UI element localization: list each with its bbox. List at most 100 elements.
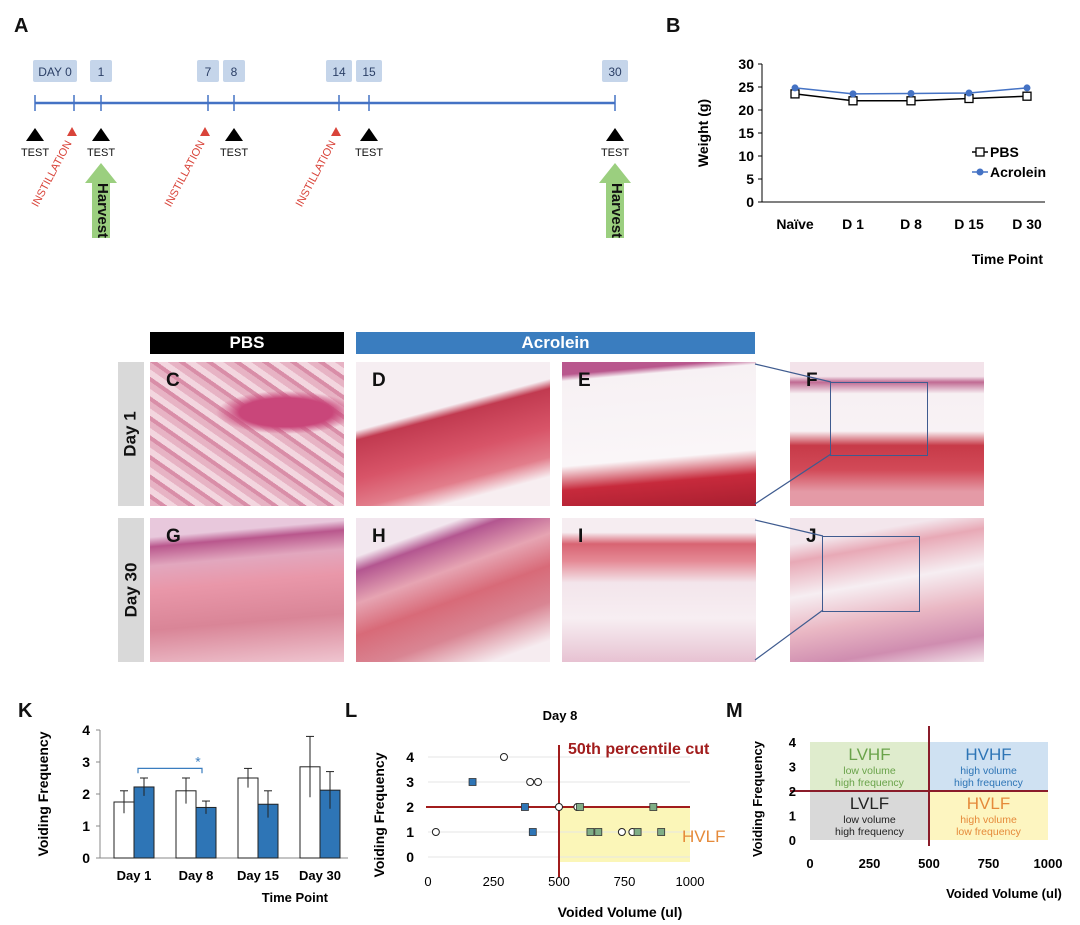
significance-bracket bbox=[137, 767, 203, 774]
region-label: HVLF bbox=[682, 827, 725, 846]
data-point bbox=[555, 803, 563, 811]
y-tick-label: 4 bbox=[82, 722, 90, 738]
micrograph-d: D bbox=[356, 362, 550, 506]
data-point bbox=[633, 828, 642, 836]
y-tick-label: 3 bbox=[406, 774, 414, 790]
micrograph-c-label: C bbox=[166, 370, 180, 391]
micrograph-h: H bbox=[356, 518, 550, 662]
quadrant-box bbox=[810, 742, 929, 791]
panel-label-m: M bbox=[726, 700, 743, 722]
data-point bbox=[468, 778, 477, 786]
micrograph-h-label: H bbox=[372, 526, 386, 547]
x-tick-label: 0 bbox=[424, 874, 431, 889]
quadrant-code: HVLF bbox=[967, 794, 1010, 813]
micrograph-e: E bbox=[562, 362, 756, 506]
data-point bbox=[617, 828, 626, 836]
data-point bbox=[594, 828, 603, 836]
data-point bbox=[1022, 91, 1032, 101]
y-tick-label: 5 bbox=[746, 171, 754, 187]
panel-label-k: K bbox=[18, 700, 33, 722]
zoom-box-j bbox=[822, 536, 920, 612]
cutoff-label: 50th percentile cut bbox=[568, 741, 710, 758]
data-point bbox=[521, 803, 529, 811]
y-tick-label: 2 bbox=[82, 786, 90, 802]
micrograph-d-label: D bbox=[372, 370, 386, 391]
y-axis-title: Weight (g) bbox=[695, 99, 711, 167]
y-tick-label: 4 bbox=[406, 749, 414, 765]
day-box bbox=[223, 60, 245, 82]
micrograph-i: I bbox=[562, 518, 756, 662]
harvest-label: Harvest bbox=[608, 183, 625, 238]
micrograph-f-label: F bbox=[806, 370, 818, 391]
data-point bbox=[1023, 84, 1031, 92]
day-label: 15 bbox=[362, 65, 376, 79]
x-axis-title: Voided Volume (ul) bbox=[946, 886, 1062, 901]
x-tick-label: 1000 bbox=[1034, 856, 1063, 871]
x-tick-label: 1000 bbox=[676, 874, 705, 889]
bar bbox=[133, 786, 155, 859]
data-point bbox=[849, 90, 857, 98]
instillation-marker bbox=[331, 127, 341, 136]
quadrant-line2: high frequency bbox=[835, 826, 905, 838]
y-tick-label: 1 bbox=[82, 818, 90, 834]
day-label: DAY 0 bbox=[38, 65, 72, 79]
y-axis-title: Voiding Frequency bbox=[750, 740, 765, 857]
y-tick-label: 2 bbox=[406, 799, 414, 815]
micrograph-j: J bbox=[790, 518, 984, 662]
micrograph-c: C bbox=[150, 362, 344, 506]
instillation-marker bbox=[67, 127, 77, 136]
instillation-label: INSTILLATION bbox=[163, 139, 208, 209]
x-tick-label: Day 8 bbox=[179, 868, 214, 883]
data-point bbox=[657, 828, 666, 836]
x-tick-label: Day 15 bbox=[237, 868, 279, 883]
day-label: 14 bbox=[332, 65, 346, 79]
y-tick-label: 3 bbox=[82, 754, 90, 770]
y-tick-label: 25 bbox=[738, 79, 754, 95]
legend-marker bbox=[975, 147, 985, 157]
zoom-box-f bbox=[830, 382, 928, 456]
x-tick-label: 500 bbox=[918, 856, 940, 871]
x-tick-label: D 15 bbox=[954, 216, 984, 232]
quadrant-box bbox=[929, 791, 1048, 840]
y-tick-label: 2 bbox=[789, 784, 796, 799]
data-point bbox=[528, 828, 537, 836]
test-marker bbox=[360, 128, 378, 141]
voiding-frequency-chart: 0 1 2 3 4 Day 1 Day 8 Day 15 Day 30 * Voiding Freq… bbox=[35, 722, 348, 905]
y-tick-label: 20 bbox=[738, 102, 754, 118]
test-marker bbox=[225, 128, 243, 141]
legend-label: Acrolein bbox=[990, 164, 1046, 180]
test-marker bbox=[606, 128, 624, 141]
row-label-day30: Day 30 bbox=[118, 518, 144, 662]
y-tick-label: 0 bbox=[406, 849, 414, 865]
day-box bbox=[602, 60, 628, 82]
data-point bbox=[649, 803, 658, 811]
day-label: 7 bbox=[205, 65, 212, 79]
chart-title: Day 8 bbox=[543, 708, 578, 723]
test-marker bbox=[92, 128, 110, 141]
instillation-marker bbox=[200, 127, 210, 136]
instillation-label: INSTILLATION bbox=[294, 139, 339, 209]
harvest-arrow bbox=[85, 163, 117, 238]
legend-marker bbox=[976, 168, 984, 176]
x-axis-title: Voided Volume (ul) bbox=[558, 904, 683, 920]
y-axis-title: Voiding Frequency bbox=[371, 752, 387, 877]
test-label: TEST bbox=[220, 147, 248, 159]
bar bbox=[237, 777, 259, 859]
day-label: 1 bbox=[98, 65, 105, 79]
weight-chart: 0 5 10 15 20 25 30 Naïve D 1 D 8 D 15 D 30 Weight (g… bbox=[695, 56, 1046, 267]
day-box bbox=[90, 60, 112, 82]
data-point bbox=[499, 753, 508, 761]
panel-label-b: B bbox=[666, 15, 681, 37]
data-point bbox=[848, 96, 858, 106]
bar bbox=[195, 806, 217, 859]
panel-label-l: L bbox=[345, 700, 358, 722]
y-tick-label: 1 bbox=[406, 824, 414, 840]
data-point bbox=[526, 778, 535, 786]
quadrant-line2: high frequency bbox=[835, 777, 905, 789]
y-tick-label: 1 bbox=[789, 809, 796, 824]
x-tick-label: Naïve bbox=[776, 216, 814, 232]
day-label: 8 bbox=[231, 65, 238, 79]
micrograph-f: F bbox=[790, 362, 984, 506]
test-label: TEST bbox=[21, 147, 49, 159]
data-point bbox=[791, 84, 799, 92]
